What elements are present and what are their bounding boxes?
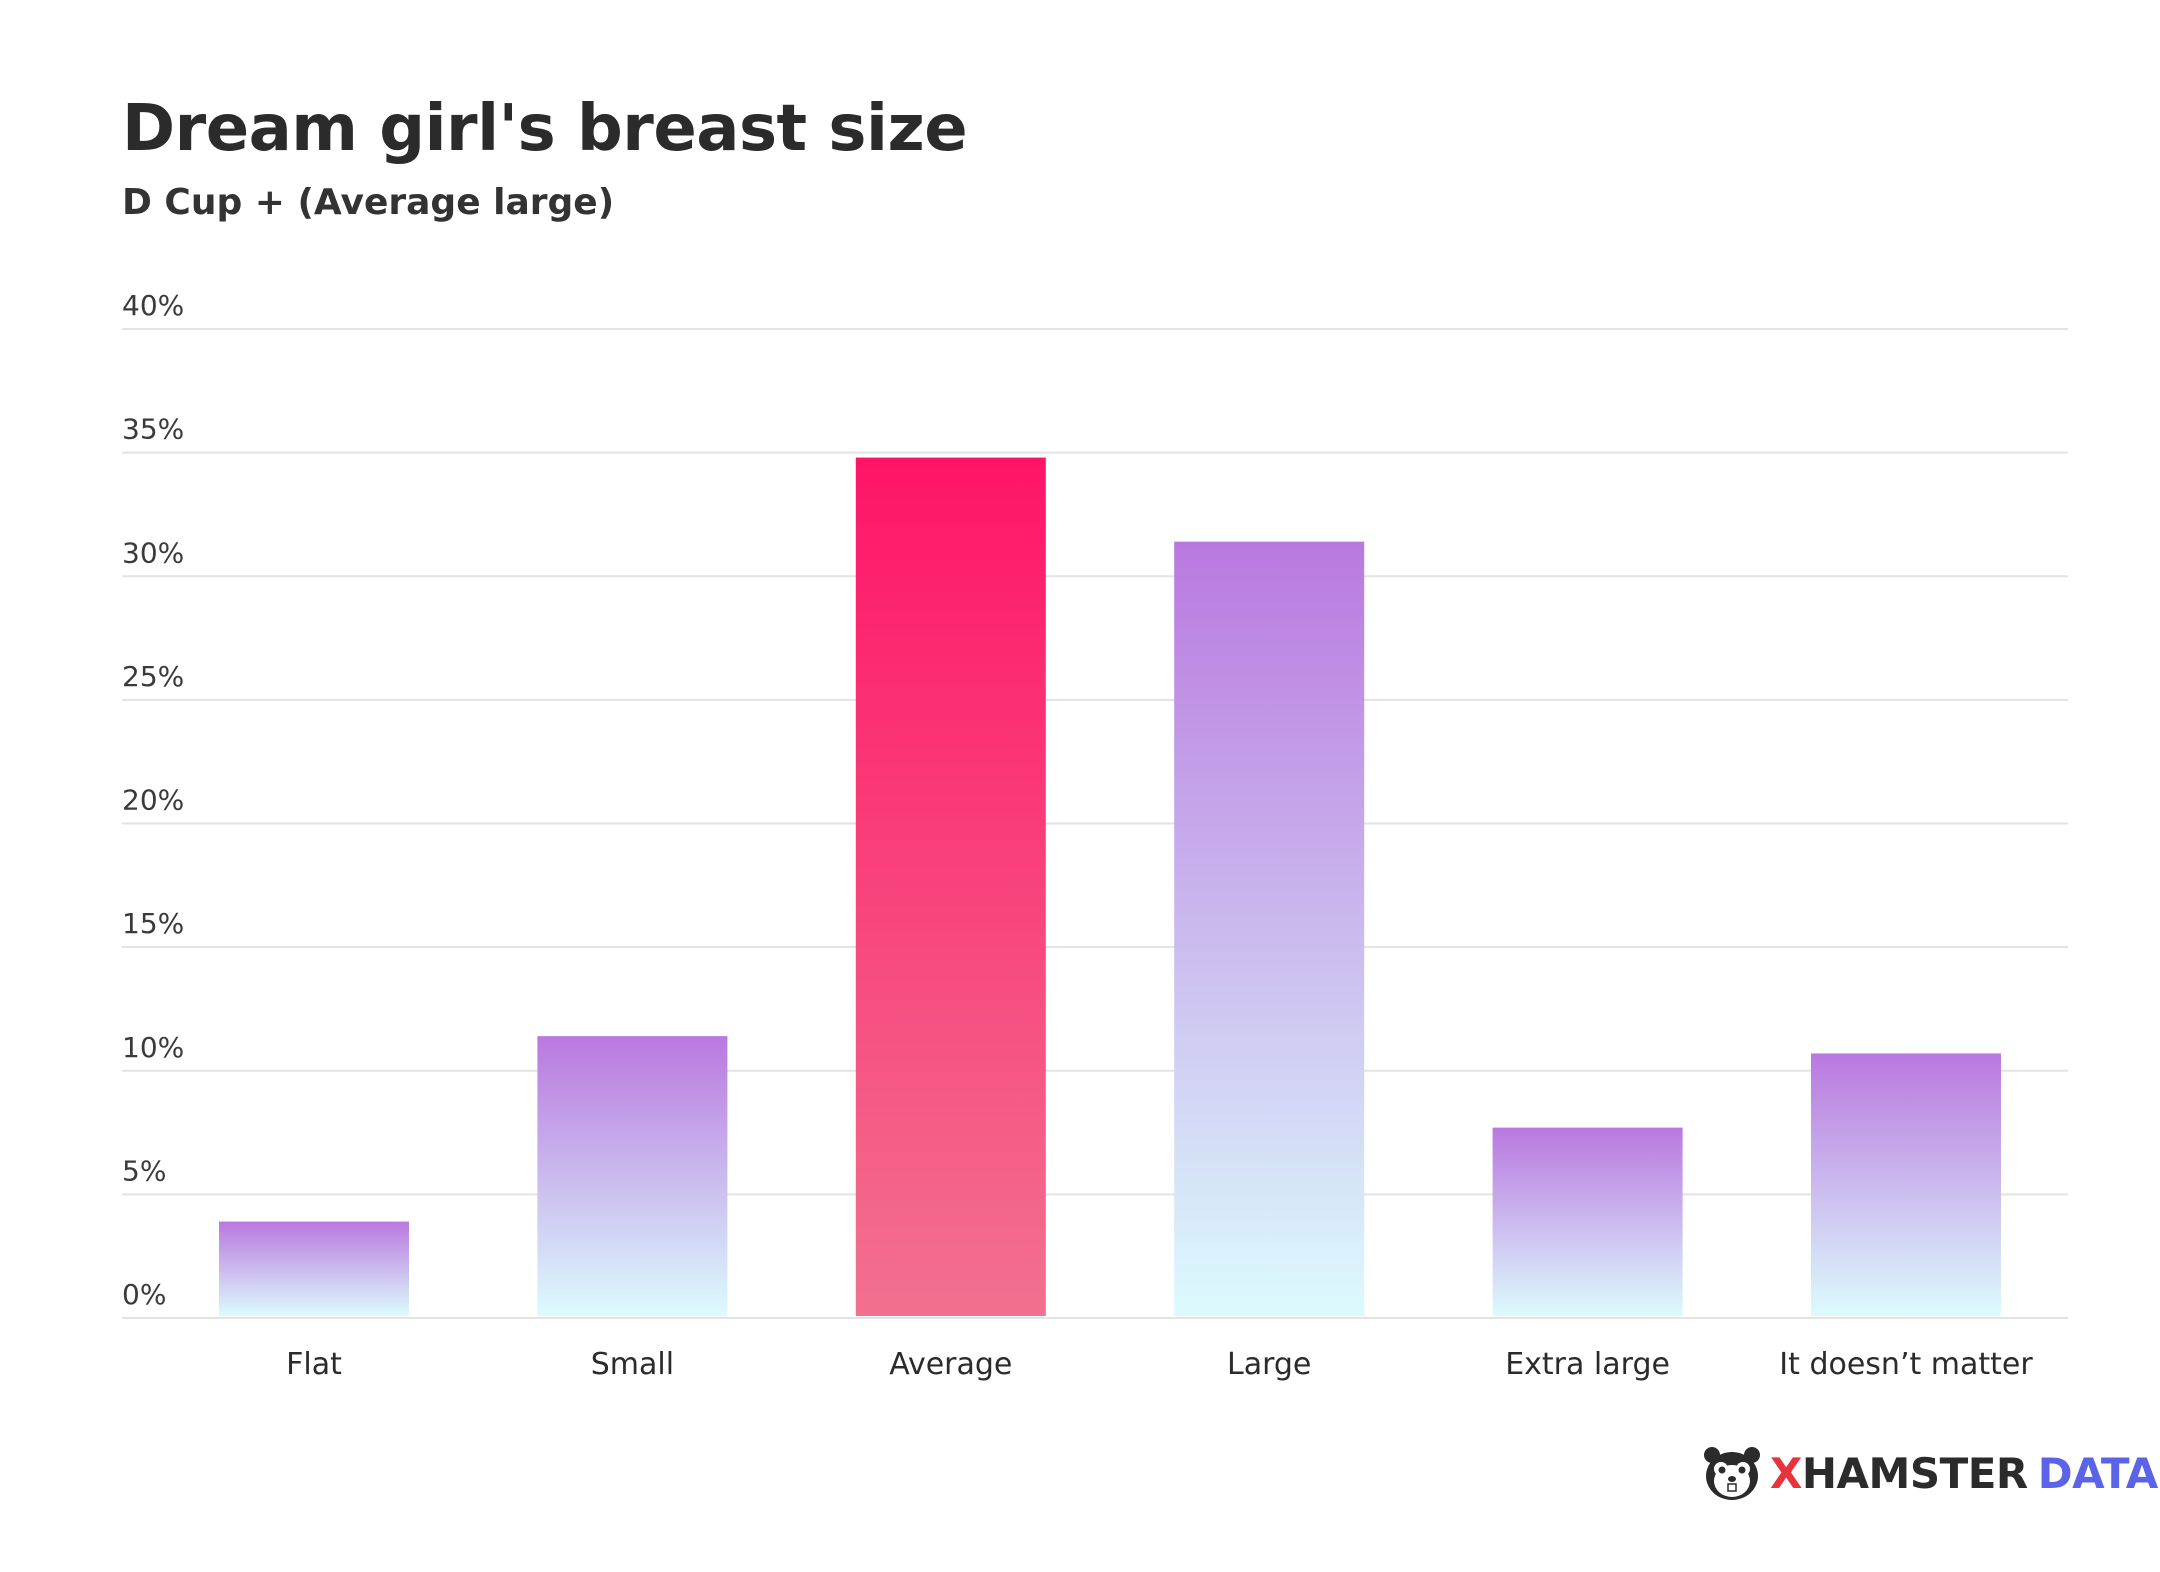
bar-small xyxy=(537,1036,728,1316)
xhamster-data-logo: X HAMSTER DATA xyxy=(1700,1438,2158,1508)
y-tick-label: 25% xyxy=(122,660,184,693)
y-tick-label: 15% xyxy=(122,907,184,940)
y-tick-label: 30% xyxy=(122,536,184,569)
x-category-label: Average xyxy=(889,1347,1012,1382)
y-tick-label: 35% xyxy=(122,413,184,446)
chart-title: Dream girl's breast size xyxy=(122,92,968,166)
bar-large xyxy=(1174,541,1365,1316)
x-category-label: It doesn’t matter xyxy=(1779,1347,2033,1382)
logo-data: DATA xyxy=(2037,1448,2159,1498)
bar-extra-large xyxy=(1492,1127,1683,1316)
bar-average xyxy=(855,457,1046,1316)
bar-it-doesn-t-matter xyxy=(1811,1053,2001,1316)
y-tick-label: 40% xyxy=(122,289,184,322)
x-category-label: Small xyxy=(591,1347,674,1382)
x-category-label: Flat xyxy=(286,1347,342,1382)
bars xyxy=(219,457,2001,1316)
bar-flat xyxy=(219,1221,409,1316)
x-category-label: Large xyxy=(1227,1347,1311,1382)
logo-x: X xyxy=(1770,1448,1802,1498)
y-tick-label: 0% xyxy=(122,1278,166,1311)
x-category-label: Extra large xyxy=(1505,1347,1670,1382)
y-tick-label: 20% xyxy=(122,784,184,817)
y-tick-label: 5% xyxy=(122,1154,166,1187)
hamster-face-icon xyxy=(1704,1447,1760,1500)
chart-subtitle: D Cup + (Average large) xyxy=(122,182,615,223)
y-tick-label: 10% xyxy=(122,1031,184,1064)
grid-lines: 0% 5% 10% 15% 20% 25% 30% 35% 40% xyxy=(122,289,2068,1319)
logo-hamster: HAMSTER xyxy=(1801,1448,2028,1498)
category-labels: Flat Small Average Large Extra large It doesn… xyxy=(286,1347,2033,1382)
